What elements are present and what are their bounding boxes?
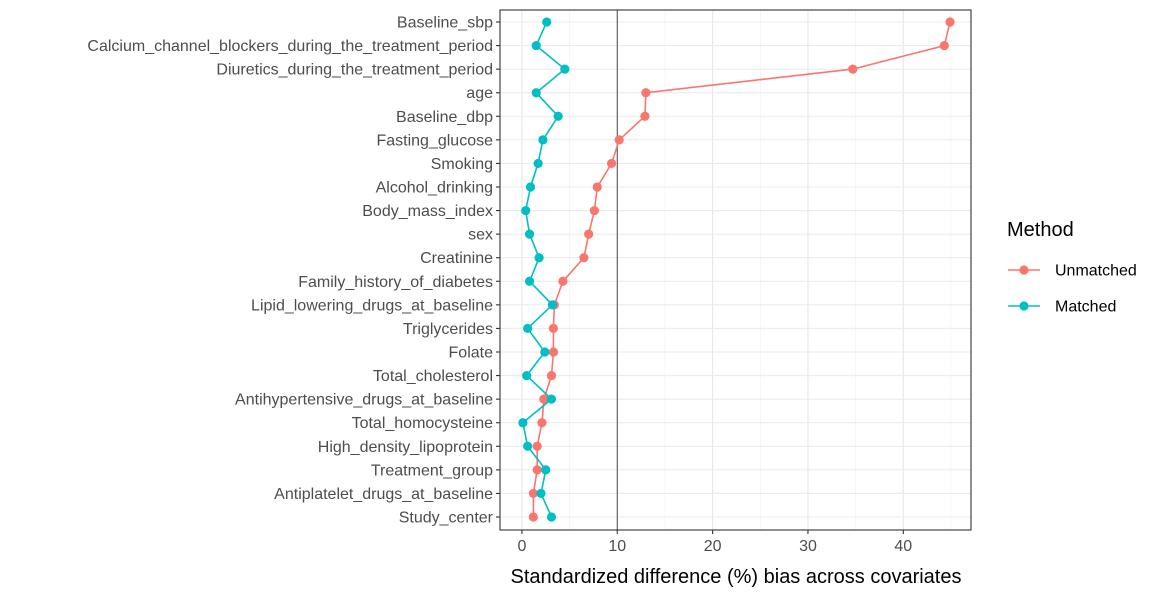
data-point — [640, 111, 650, 121]
legend-title: Method — [1007, 219, 1074, 241]
legend-label: Unmatched — [1055, 263, 1137, 280]
data-point — [528, 488, 538, 499]
legend-label: Matched — [1055, 299, 1116, 316]
y-tick-label: Family_history_of_diabetes — [298, 274, 493, 291]
grid — [500, 10, 971, 530]
data-point — [531, 88, 541, 98]
y-tick-label: Folate — [449, 345, 494, 362]
data-point — [523, 323, 533, 334]
y-axis-labels: Baseline_sbp Calcium_channel_blockers_dur… — [87, 15, 500, 527]
y-tick-label: sex — [468, 227, 493, 244]
data-point — [592, 182, 602, 192]
y-tick-label: Triglycerides — [403, 321, 493, 338]
series-layer — [518, 17, 955, 522]
x-axis-ticks: 0 10 20 30 40 — [517, 530, 912, 555]
y-tick-label: Calcium_channel_blockers_during_the_trea… — [87, 38, 493, 55]
x-tick-label: 0 — [517, 538, 526, 555]
data-point — [531, 40, 541, 51]
x-tick-label: 20 — [704, 538, 722, 555]
data-point — [523, 441, 533, 451]
data-point — [538, 135, 548, 145]
series-unmatched — [528, 17, 955, 522]
data-point — [525, 182, 536, 192]
y-tick-label: Smoking — [431, 156, 493, 173]
y-tick-label: Lipid_lowering_drugs_at_baseline — [251, 297, 493, 314]
y-tick-label: Creatinine — [420, 250, 493, 267]
legend-key-point — [1019, 301, 1029, 311]
data-point — [589, 205, 599, 216]
legend-item-unmatched: Unmatched — [1008, 263, 1137, 280]
data-point — [532, 441, 542, 451]
data-point — [579, 253, 589, 263]
y-tick-label: Baseline_sbp — [397, 15, 493, 32]
data-point — [524, 276, 535, 286]
data-point — [848, 64, 858, 74]
data-point — [558, 276, 568, 286]
plot-panel — [500, 10, 971, 530]
data-point — [614, 135, 624, 145]
plot-border — [499, 9, 972, 531]
y-tick-label: Fasting_glucose — [376, 132, 493, 149]
y-tick-label: Treatment_group — [371, 462, 493, 479]
data-point — [548, 347, 558, 357]
series-line — [532, 21, 951, 517]
legend-key-point — [1019, 265, 1029, 275]
data-point — [533, 158, 543, 169]
data-point — [528, 512, 538, 522]
data-point — [560, 64, 570, 74]
x-tick-label: 40 — [894, 538, 912, 555]
x-tick-label: 10 — [608, 538, 626, 555]
legend-items: Unmatched Matched — [1008, 263, 1137, 316]
y-tick-label: Antiplatelet_drugs_at_baseline — [274, 486, 493, 503]
legend: Method Unmatched Matched — [1007, 219, 1137, 316]
data-point — [641, 88, 651, 98]
data-point — [546, 512, 557, 522]
data-point — [521, 205, 531, 216]
data-point — [553, 111, 563, 121]
data-point — [541, 465, 551, 475]
data-point — [939, 40, 949, 51]
data-point — [522, 370, 532, 381]
y-tick-label: Diuretics_during_the_treatment_period — [216, 62, 493, 79]
y-tick-label: Total_cholesterol — [373, 368, 493, 385]
data-point — [534, 253, 544, 263]
data-point — [532, 465, 542, 475]
data-point — [548, 323, 558, 334]
data-point — [537, 418, 547, 428]
x-tick-label: 30 — [799, 538, 817, 555]
y-tick-label: Body_mass_index — [362, 203, 493, 220]
series-matched — [518, 17, 570, 522]
data-point — [536, 488, 546, 499]
data-point — [540, 347, 550, 357]
data-point — [584, 229, 594, 239]
y-tick-label: age — [466, 85, 493, 102]
data-point — [542, 17, 552, 27]
data-point — [546, 394, 557, 404]
x-axis-title: Standardized difference (%) bias across … — [511, 566, 962, 588]
y-tick-label: Study_center — [399, 510, 494, 527]
y-tick-label: Antihypertensive_drugs_at_baseline — [235, 392, 493, 409]
y-tick-label: High_density_lipoprotein — [318, 439, 493, 456]
y-tick-label: Alcohol_drinking — [376, 180, 493, 197]
data-point — [945, 17, 955, 27]
series-line — [522, 21, 567, 518]
data-point — [547, 300, 558, 310]
data-point — [546, 370, 557, 381]
data-point — [524, 229, 535, 239]
data-point — [606, 158, 617, 169]
legend-item-matched: Matched — [1008, 299, 1116, 316]
data-point — [518, 418, 528, 428]
y-tick-label: Total_homocysteine — [352, 415, 494, 432]
y-tick-label: Baseline_dbp — [396, 109, 493, 126]
data-point — [539, 394, 549, 404]
